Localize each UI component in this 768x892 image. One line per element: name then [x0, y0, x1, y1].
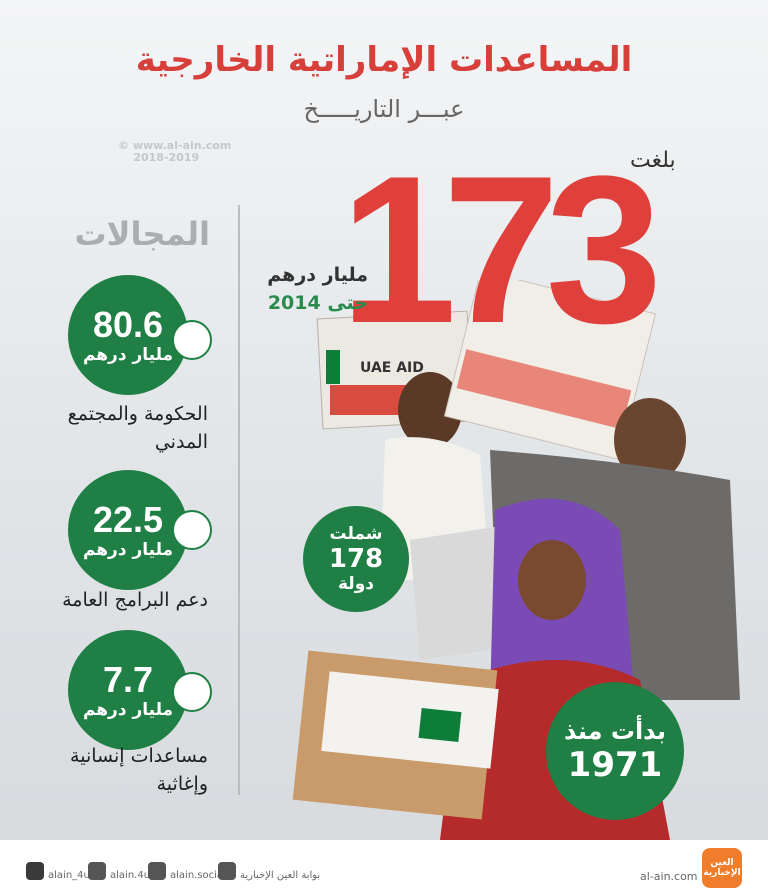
countries-unit: دولة [338, 574, 374, 594]
site[interactable]: al-ain.com [640, 870, 698, 883]
sector-circle: 80.6 مليار درهم [68, 275, 188, 395]
footer [0, 840, 768, 892]
logo[interactable]: العين الإخبارية [702, 848, 742, 888]
sector-amount: 22.5 [92, 499, 164, 540]
twitter-handle[interactable]: alain_4u [48, 870, 90, 881]
total-until: حتى 2014 [267, 292, 368, 314]
sector-amount: 7.7 [102, 659, 154, 700]
sector-label: مساعدات إنسانية وإغاثية [70, 745, 208, 795]
facebook-icon[interactable] [148, 862, 166, 880]
sector-unit: مليار درهم [82, 345, 174, 365]
watermark: © www.al-ain.com 2018-2019 [118, 139, 232, 164]
instagram-handle[interactable]: alain.4u [110, 870, 151, 881]
twitter-icon[interactable] [26, 862, 44, 880]
watermark-years: 2018-2019 [133, 151, 200, 164]
facebook-handle[interactable]: alain.social [170, 870, 226, 881]
title: المساعدات الإماراتية الخارجية [135, 40, 633, 80]
divider [238, 205, 240, 795]
sector-unit: مليار درهم [82, 540, 174, 560]
sector-label: دعم البرامج العامة [62, 589, 208, 611]
sector-amount: 80.6 [92, 304, 164, 345]
box-label: UAE AID [360, 360, 424, 376]
youtube-handle[interactable]: بوابة العين الإخبارية [240, 870, 321, 881]
sector-circle: 7.7 مليار درهم [68, 630, 188, 750]
youtube-icon[interactable] [218, 862, 236, 880]
countries-lead: شملت [329, 524, 383, 544]
total-lead: بلغت [630, 148, 676, 173]
subtitle: عبـــر التاريـــــخ [303, 95, 465, 123]
sector-icon [172, 510, 212, 550]
sector-label: الحكومة والمجتمع المدني [67, 403, 208, 453]
sectors-heading: المجالات [74, 215, 211, 253]
watermark-site: www.al-ain.com [132, 139, 232, 152]
start-lead: بدأت منذ [563, 717, 667, 745]
sector-unit: مليار درهم [82, 700, 174, 720]
total-unit: مليار درهم [267, 264, 368, 286]
sector-circle: 22.5 مليار درهم [68, 470, 188, 590]
countries-circle: شملت 178 دولة [303, 506, 409, 612]
instagram-icon[interactable] [88, 862, 106, 880]
countries-count: 178 [328, 544, 384, 574]
sector-icon [172, 320, 212, 360]
start-circle: بدأت منذ 1971 [546, 682, 684, 820]
sector-icon [172, 672, 212, 712]
start-year: 1971 [567, 745, 663, 785]
total-amount: 173 [340, 132, 662, 367]
